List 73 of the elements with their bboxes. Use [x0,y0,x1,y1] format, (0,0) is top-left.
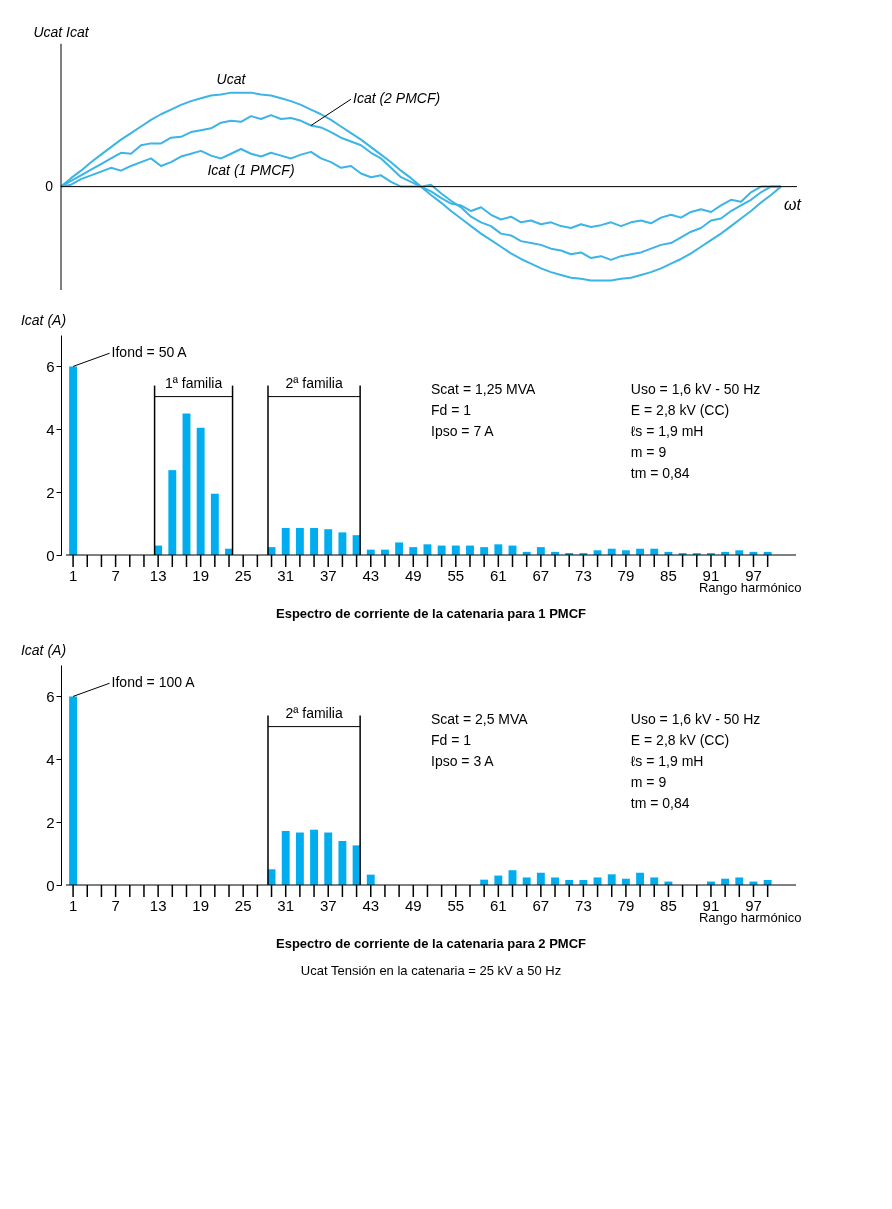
y-tick-label: 2 [46,483,55,501]
y-tick-label: 4 [46,750,55,768]
x-tick-label: 13 [149,897,167,914]
annotation: Uso = 1,6 kV - 50 Hz [630,711,761,727]
annotation: Ifond = 50 A [111,344,188,361]
x-tick-label: 1 [68,567,78,584]
annotation: Ifond = 100 A [111,674,196,691]
y-axis-title: Ucat Icat [33,23,90,40]
x-tick-label: 19 [192,567,209,584]
text: Icat (2 PMCF) [353,90,441,107]
x-tick-label: 49 [404,567,422,584]
x-tick-label: 73 [575,567,592,584]
x-tick-label: 85 [660,567,677,584]
x-tick-label: 43 [362,897,380,914]
annotation: m = 9 [630,444,667,460]
annotation: Fd = 1 [431,402,472,418]
annotation: Scat = 2,5 MVA [431,711,529,727]
y-axis-title: Icat (A) [20,641,67,658]
annotation: E = 2,8 kV (CC) [630,402,730,418]
x-tick-label: 73 [575,897,592,914]
x-tick-label: 61 [489,897,507,914]
x-tick-label: 31 [277,897,295,914]
annotation: Ipso = 3 A [431,753,495,769]
annotation: tm = 0,84 [630,465,690,481]
annotation: ℓs = 1,9 mH [630,753,704,769]
annotation: E = 2,8 kV (CC) [630,732,730,748]
series-label: Icat (1 PMCF) [207,161,295,178]
x-tick-label: 13 [149,567,167,584]
y-tick-label: 0 [46,876,55,894]
x-tick-label: 1 [68,897,78,914]
x-tick-label: 55 [447,897,465,914]
x-tick-label: 7 [111,897,120,914]
y-tick-label: 4 [46,420,55,438]
annotation: Scat = 1,25 MVA [431,381,537,397]
x-tick-label: 19 [192,897,209,914]
y-tick-label: 0 [46,546,55,564]
ref-line-label: 1ª familia [164,374,223,391]
x-tick-label: 67 [532,567,550,584]
annotation: Fd = 1 [431,732,472,748]
annotation: Uso = 1,6 kV - 50 Hz [630,381,761,397]
y-tick-label: 6 [46,687,55,705]
annotation: tm = 0,84 [630,795,690,811]
y-tick-label: 2 [46,813,55,831]
x-tick-label: 37 [319,897,337,914]
x-tick-label: 91 [702,897,720,914]
text: Espectro de corriente de la catenaria para 1 PMCF [276,606,587,621]
x-tick-label: 55 [447,567,465,584]
text: Espectro de corriente de la catenaria para 2 PMCF [276,936,587,951]
x-tick-label: 91 [702,567,720,584]
x-tick-label: 37 [319,567,337,584]
x-tick-label: 25 [234,897,252,914]
y-tick-label: 6 [46,357,55,375]
x-tick-label: 31 [277,567,295,584]
annotation: Ipso = 7 A [431,423,495,439]
ref-line-label: 2ª familia [285,704,343,721]
x-tick-label: 43 [362,567,380,584]
x-tick-label: 85 [660,897,677,914]
x-tick-label: 97 [745,567,762,584]
x-tick-label: 25 [234,567,252,584]
x-tick-label: 61 [489,567,507,584]
y-axis-title: Icat (A) [20,311,67,328]
x-tick-label: 97 [745,897,762,914]
annotation: ℓs = 1,9 mH [630,423,704,439]
x-axis-title: ωt [784,195,802,213]
text: Ucat Tensión en la catenaria = 25 kV a 50 Hz [300,963,562,978]
x-tick-label: 49 [404,897,422,914]
x-tick-label: 79 [617,897,635,914]
ref-line-label: 2ª familia [285,374,343,391]
series-label: Ucat [216,70,247,87]
x-tick-label: 7 [111,567,120,584]
x-tick-label: 79 [617,567,635,584]
x-tick-label: 67 [532,897,550,914]
annotation: m = 9 [630,774,667,790]
